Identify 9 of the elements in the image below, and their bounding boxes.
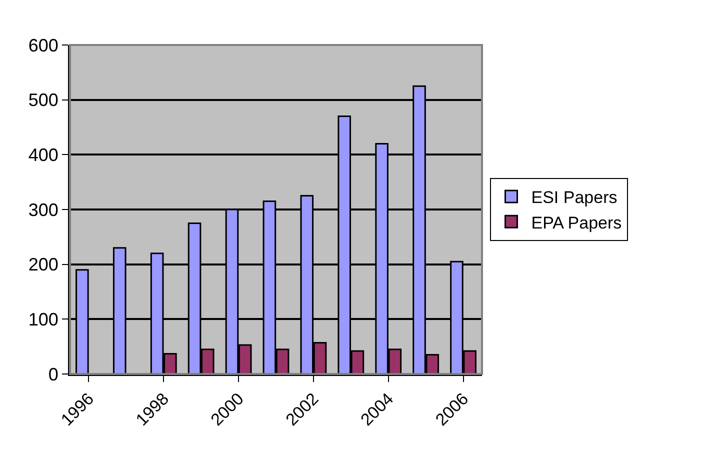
y-tick-label: 300 — [28, 200, 58, 220]
y-tick-label: 400 — [28, 144, 58, 165]
legend-label: ESI Papers — [531, 188, 618, 208]
y-tick-label: 500 — [28, 90, 58, 110]
y-tick-label: 0 — [48, 364, 58, 384]
y-tick-label: 100 — [28, 309, 58, 330]
y-tick-label: 200 — [28, 254, 58, 275]
legend-label: EPA Papers — [531, 213, 622, 232]
y-tick-label: 600 — [28, 35, 58, 56]
